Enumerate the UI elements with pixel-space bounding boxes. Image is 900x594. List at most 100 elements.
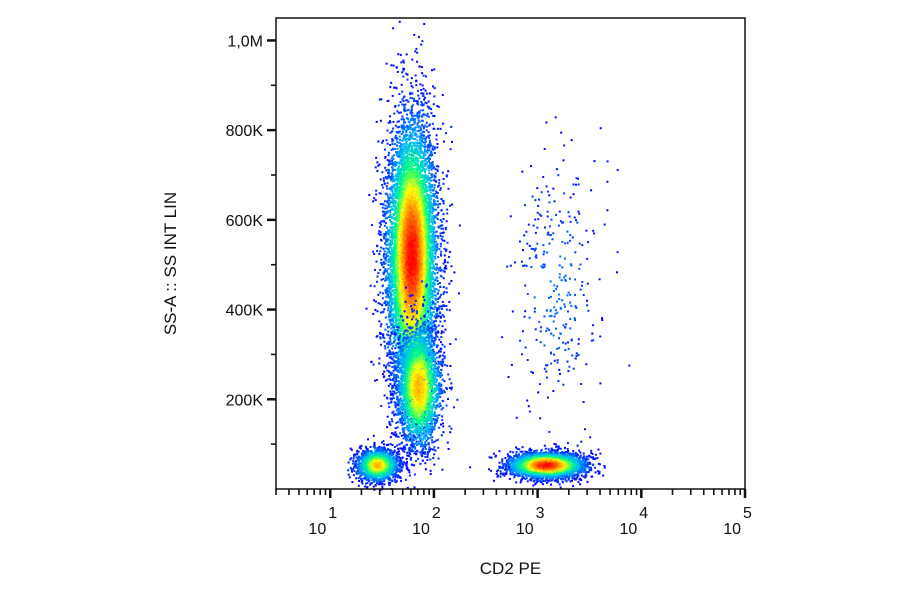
event-dot — [395, 460, 398, 463]
event-dot — [389, 200, 392, 203]
event-dot — [382, 376, 385, 379]
event-dot — [394, 431, 397, 434]
event-dot — [425, 129, 428, 132]
event-dot — [441, 171, 444, 174]
event-dot — [394, 124, 397, 127]
event-dot — [416, 89, 419, 92]
event-dot — [388, 281, 391, 284]
event-dot — [442, 122, 445, 125]
event-dot — [392, 309, 395, 312]
event-dot — [436, 146, 439, 149]
event-dot — [426, 316, 429, 318]
event-dot — [423, 240, 426, 243]
event-dot — [391, 143, 394, 146]
event-dot — [402, 124, 405, 127]
event-dot — [424, 96, 426, 99]
event-dot — [387, 268, 390, 271]
event-dot — [399, 237, 402, 240]
event-dot — [402, 147, 405, 150]
event-dot — [392, 242, 395, 245]
event-dot — [404, 129, 407, 132]
event-dot — [393, 112, 396, 115]
event-dot — [399, 367, 402, 370]
event-dot — [391, 261, 394, 264]
event-dot — [436, 203, 439, 206]
event-dot — [395, 319, 397, 322]
event-dot — [393, 201, 396, 204]
event-dot — [395, 236, 398, 239]
event-dot — [419, 83, 422, 86]
event-dot — [387, 154, 390, 157]
event-dot — [419, 311, 421, 314]
event-dot — [385, 255, 388, 258]
event-dot — [440, 332, 443, 335]
event-dot — [434, 360, 437, 363]
event-dot — [438, 181, 441, 184]
event-dot — [403, 335, 406, 337]
event-dot — [413, 452, 416, 455]
event-dot — [422, 188, 425, 191]
event-dot — [445, 220, 448, 223]
event-dot — [401, 421, 404, 424]
event-dot — [436, 127, 439, 130]
event-dot — [391, 275, 394, 278]
event-dot — [392, 226, 395, 229]
event-dot — [432, 103, 435, 106]
event-dot — [436, 335, 439, 338]
event-dot — [425, 168, 428, 171]
event-dot — [381, 186, 384, 189]
event-dot — [435, 320, 437, 323]
event-dot — [409, 203, 412, 206]
event-dot — [421, 300, 424, 303]
event-dot — [439, 245, 442, 248]
event-dot — [389, 340, 392, 343]
event-dot — [391, 420, 394, 423]
event-dot — [401, 139, 404, 142]
event-dot — [396, 70, 399, 73]
event-dot — [376, 161, 379, 164]
event-dot — [390, 236, 393, 239]
event-dot — [391, 94, 394, 97]
event-dot — [422, 103, 425, 106]
event-dot — [416, 51, 419, 54]
event-dot — [450, 280, 453, 282]
event-dot — [432, 214, 435, 217]
event-dot — [426, 248, 428, 251]
event-dot — [409, 124, 412, 126]
event-dot — [443, 261, 446, 263]
event-dot — [417, 165, 420, 168]
event-dot — [383, 148, 386, 151]
event-dot — [428, 307, 431, 310]
event-dot — [433, 193, 436, 196]
event-dot — [413, 141, 416, 144]
event-dot — [394, 165, 397, 167]
event-dot — [441, 224, 444, 227]
event-dot — [383, 370, 386, 373]
event-dot — [425, 177, 428, 180]
event-dot — [445, 132, 447, 135]
event-dot — [440, 220, 443, 223]
event-dot — [443, 239, 446, 242]
event-dot — [399, 169, 402, 172]
event-dot — [437, 235, 439, 238]
event-dot — [420, 101, 423, 103]
event-dot — [389, 436, 392, 439]
event-dot — [428, 172, 431, 175]
event-dot — [385, 323, 388, 326]
event-dot — [442, 227, 444, 230]
event-dot — [403, 136, 406, 139]
event-dot — [405, 310, 408, 313]
event-dot — [421, 266, 424, 269]
event-dot — [444, 264, 447, 267]
event-dot — [442, 286, 445, 289]
event-dot — [418, 125, 421, 128]
event-dot — [403, 128, 406, 131]
event-dot — [428, 141, 431, 144]
event-dot — [431, 272, 434, 275]
event-dot — [422, 95, 425, 98]
event-dot — [415, 423, 418, 426]
event-dot — [391, 186, 394, 189]
event-dot — [405, 148, 408, 151]
event-dot — [417, 242, 420, 245]
event-dot — [430, 168, 433, 171]
